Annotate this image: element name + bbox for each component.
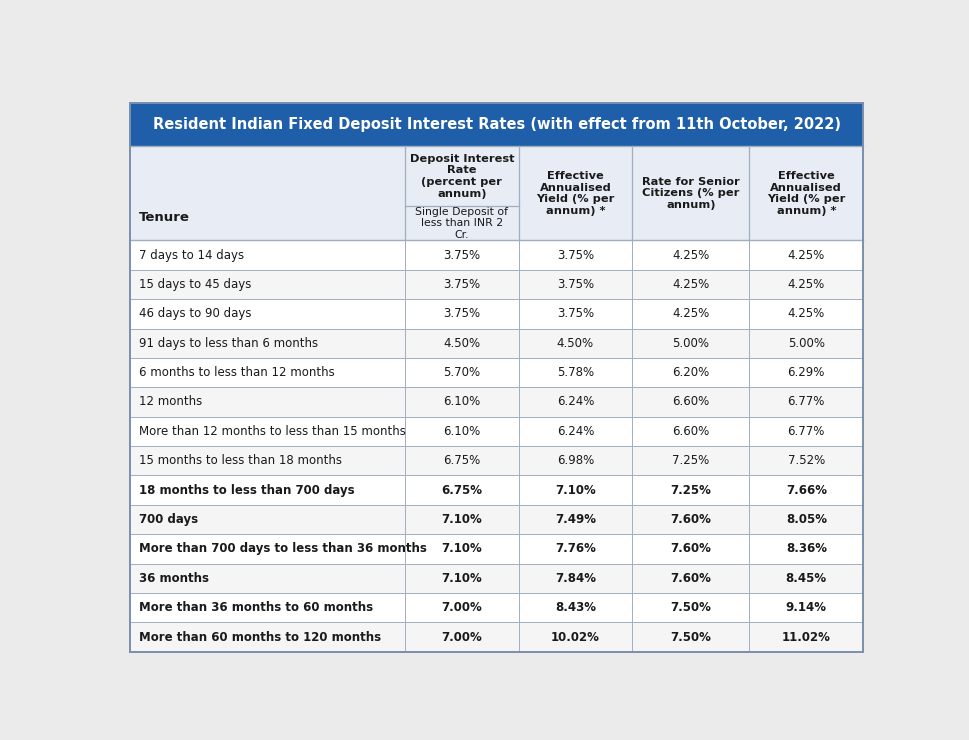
Text: 7.66%: 7.66% [786, 484, 827, 497]
Text: 6.24%: 6.24% [557, 425, 594, 438]
Bar [130, 475, 863, 505]
Text: 7.10%: 7.10% [442, 572, 483, 585]
Text: 6.10%: 6.10% [443, 425, 481, 438]
Text: 7.84%: 7.84% [555, 572, 596, 585]
Text: 4.25%: 4.25% [788, 307, 825, 320]
Text: Effective
Annualised
Yield (% per
annum) *: Effective Annualised Yield (% per annum)… [536, 171, 614, 216]
Text: 4.25%: 4.25% [672, 307, 709, 320]
Text: 4.25%: 4.25% [788, 278, 825, 291]
Text: Resident Indian Fixed Deposit Interest Rates (with effect from 11th October, 202: Resident Indian Fixed Deposit Interest R… [152, 117, 841, 132]
Text: 8.45%: 8.45% [786, 572, 827, 585]
Text: More than 60 months to 120 months: More than 60 months to 120 months [140, 630, 381, 644]
Text: 6.98%: 6.98% [557, 454, 594, 467]
Text: 36 months: 36 months [140, 572, 209, 585]
Text: 8.36%: 8.36% [786, 542, 827, 556]
Text: 7.60%: 7.60% [671, 542, 711, 556]
Bar [130, 446, 863, 475]
Bar [130, 417, 863, 446]
Bar [130, 147, 863, 240]
Text: 4.25%: 4.25% [672, 249, 709, 261]
Text: 5.00%: 5.00% [672, 337, 709, 350]
Text: 7 days to 14 days: 7 days to 14 days [140, 249, 244, 261]
Bar [130, 622, 863, 652]
Text: 7.60%: 7.60% [671, 513, 711, 526]
Text: 6.60%: 6.60% [672, 395, 709, 408]
Text: 3.75%: 3.75% [557, 249, 594, 261]
Text: 6.75%: 6.75% [441, 484, 483, 497]
Text: 6.77%: 6.77% [788, 395, 825, 408]
Bar [130, 593, 863, 622]
Text: 6.20%: 6.20% [672, 366, 709, 379]
Text: 4.25%: 4.25% [788, 249, 825, 261]
Text: 46 days to 90 days: 46 days to 90 days [140, 307, 252, 320]
Text: 4.50%: 4.50% [557, 337, 594, 350]
Text: 5.00%: 5.00% [788, 337, 825, 350]
Bar [130, 534, 863, 564]
Text: 12 months: 12 months [140, 395, 203, 408]
Text: 7.00%: 7.00% [442, 601, 483, 614]
Text: 7.49%: 7.49% [555, 513, 596, 526]
Text: 6 months to less than 12 months: 6 months to less than 12 months [140, 366, 335, 379]
Text: 3.75%: 3.75% [443, 249, 481, 261]
Text: 5.70%: 5.70% [443, 366, 481, 379]
Text: More than 700 days to less than 36 months: More than 700 days to less than 36 month… [140, 542, 427, 556]
Text: 6.24%: 6.24% [557, 395, 594, 408]
Text: 11.02%: 11.02% [782, 630, 830, 644]
Text: 7.52%: 7.52% [788, 454, 825, 467]
Text: 3.75%: 3.75% [443, 278, 481, 291]
Text: 6.77%: 6.77% [788, 425, 825, 438]
Bar [130, 505, 863, 534]
Text: 7.00%: 7.00% [442, 630, 483, 644]
Text: Effective
Annualised
Yield (% per
annum) *: Effective Annualised Yield (% per annum)… [767, 171, 846, 216]
Bar [130, 329, 863, 358]
Text: 3.75%: 3.75% [557, 278, 594, 291]
Text: 15 days to 45 days: 15 days to 45 days [140, 278, 252, 291]
Bar [130, 564, 863, 593]
Text: 6.75%: 6.75% [443, 454, 481, 467]
Text: 7.60%: 7.60% [671, 572, 711, 585]
Text: Tenure: Tenure [140, 212, 190, 224]
Text: 91 days to less than 6 months: 91 days to less than 6 months [140, 337, 318, 350]
Text: 6.60%: 6.60% [672, 425, 709, 438]
Text: 6.29%: 6.29% [788, 366, 825, 379]
Bar [130, 240, 863, 270]
Text: Single Deposit of
less than INR 2
Cr.: Single Deposit of less than INR 2 Cr. [416, 206, 509, 240]
Bar [130, 299, 863, 329]
Text: More than 12 months to less than 15 months: More than 12 months to less than 15 mont… [140, 425, 406, 438]
Text: 10.02%: 10.02% [551, 630, 600, 644]
Bar [130, 358, 863, 387]
Text: 18 months to less than 700 days: 18 months to less than 700 days [140, 484, 355, 497]
Text: 7.10%: 7.10% [555, 484, 596, 497]
Text: 9.14%: 9.14% [786, 601, 827, 614]
Text: 15 months to less than 18 months: 15 months to less than 18 months [140, 454, 342, 467]
Text: 7.10%: 7.10% [442, 542, 483, 556]
Bar [130, 103, 863, 147]
Text: Rate for Senior
Citizens (% per
annum): Rate for Senior Citizens (% per annum) [642, 177, 739, 210]
Text: 4.25%: 4.25% [672, 278, 709, 291]
Text: 4.50%: 4.50% [443, 337, 481, 350]
Text: 3.75%: 3.75% [443, 307, 481, 320]
Text: 7.76%: 7.76% [555, 542, 596, 556]
Text: More than 36 months to 60 months: More than 36 months to 60 months [140, 601, 373, 614]
Text: 7.25%: 7.25% [671, 484, 711, 497]
Text: 5.78%: 5.78% [557, 366, 594, 379]
Text: 6.10%: 6.10% [443, 395, 481, 408]
Text: 7.10%: 7.10% [442, 513, 483, 526]
Text: 7.50%: 7.50% [671, 601, 711, 614]
Text: 3.75%: 3.75% [557, 307, 594, 320]
Text: 7.50%: 7.50% [671, 630, 711, 644]
Bar [130, 387, 863, 417]
Text: 700 days: 700 days [140, 513, 199, 526]
Text: 8.43%: 8.43% [555, 601, 596, 614]
Text: 8.05%: 8.05% [786, 513, 827, 526]
Text: Deposit Interest
Rate
(percent per
annum): Deposit Interest Rate (percent per annum… [410, 154, 514, 198]
Bar [130, 270, 863, 299]
Text: 7.25%: 7.25% [672, 454, 709, 467]
